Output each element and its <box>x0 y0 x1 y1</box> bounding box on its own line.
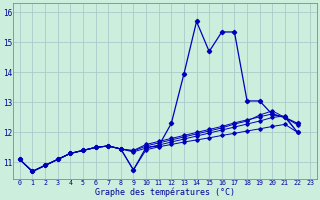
X-axis label: Graphe des températures (°C): Graphe des températures (°C) <box>95 187 235 197</box>
